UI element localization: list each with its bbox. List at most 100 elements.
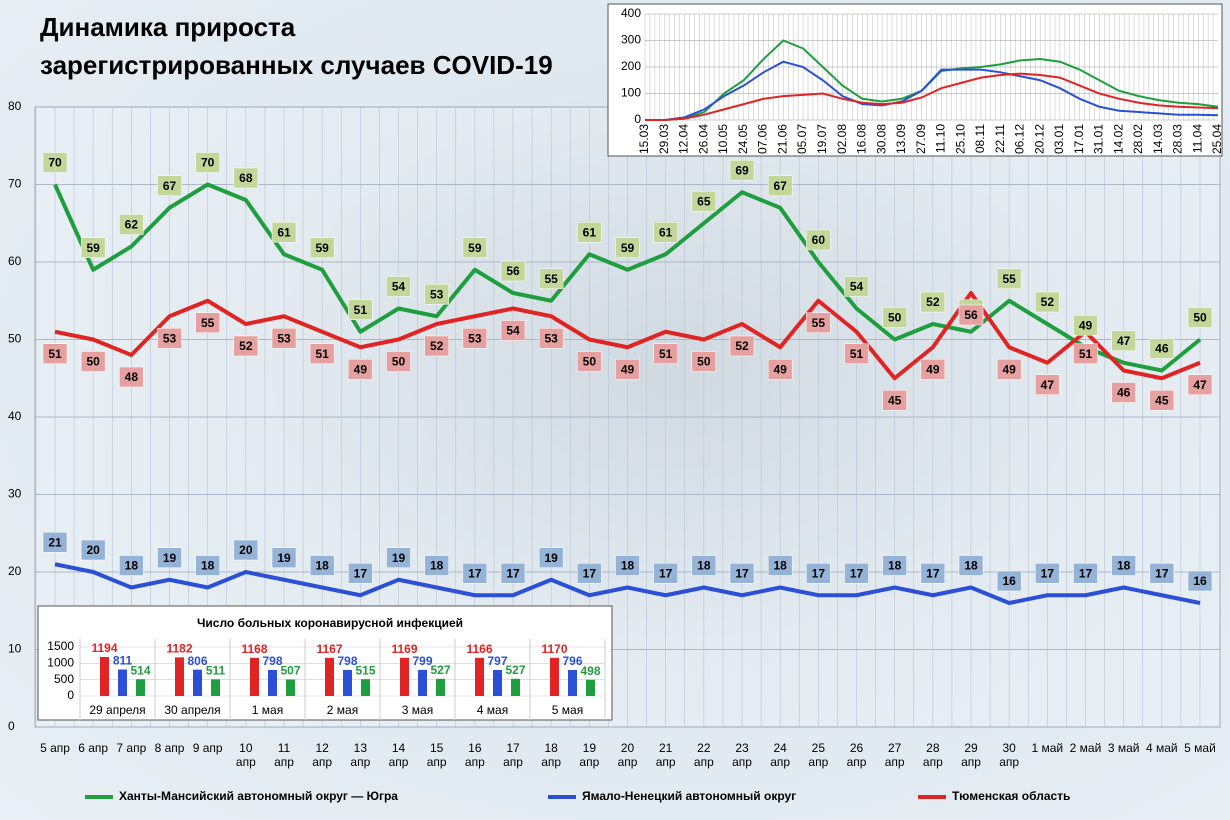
y-tick-label: 400: [621, 6, 641, 20]
label-box: [80, 539, 106, 561]
bar: [586, 679, 595, 696]
data-label: 56: [964, 308, 978, 322]
bar: [400, 657, 409, 696]
label-box: [195, 312, 220, 333]
x-tick-label: 5 мая: [552, 703, 583, 717]
data-label: 17: [850, 566, 864, 580]
x-tick-label: 02.08: [835, 124, 849, 154]
data-label: 46: [1117, 386, 1131, 400]
x-tick-label: 30 апр: [999, 741, 1020, 769]
x-tick-label: 03.01: [1052, 124, 1066, 154]
data-label: 59: [468, 241, 482, 255]
data-label: 806: [187, 654, 207, 668]
data-label: 55: [812, 316, 826, 330]
label-box: [195, 555, 220, 576]
label-box: [1035, 563, 1060, 584]
data-label: 1167: [316, 642, 342, 656]
label-box: [500, 563, 526, 584]
chart-title: Динамика прироста зарегистрированных слу…: [40, 12, 553, 80]
x-tick-label: 1 мая: [252, 703, 283, 717]
y-tick-label: 10: [8, 642, 22, 656]
data-label: 52: [239, 339, 253, 353]
data-label: 62: [125, 218, 139, 232]
data-label: 45: [1155, 393, 1169, 407]
label-box: [80, 351, 106, 372]
label-box: [767, 175, 793, 196]
x-tick-label: 29 апр: [961, 741, 981, 769]
x-tick-label: 19 апр: [579, 741, 600, 769]
label-box: [653, 343, 678, 364]
bar: [286, 679, 295, 696]
data-label: 51: [315, 347, 329, 361]
label-box: [424, 284, 449, 305]
x-tick-label: 11.04: [1190, 124, 1204, 153]
data-label: 67: [163, 179, 177, 193]
x-tick-label: 06.12: [1013, 124, 1027, 154]
label-box: [462, 563, 488, 584]
bar: [175, 657, 184, 696]
x-tick-label: 15.03: [637, 124, 651, 154]
label-box: [1187, 570, 1213, 592]
data-label: 45: [888, 393, 902, 407]
data-label: 61: [277, 225, 291, 239]
data-label: 514: [130, 663, 150, 677]
data-label: 1170: [541, 642, 567, 656]
data-label: 18: [888, 559, 902, 573]
x-tick-label: 1 май: [1031, 741, 1064, 755]
data-label: 49: [926, 362, 940, 376]
y-tick-label: 0: [8, 719, 15, 733]
data-label: 797: [487, 654, 507, 668]
label-box: [806, 312, 831, 333]
label-box: [42, 343, 68, 364]
x-tick-label: 11.10: [934, 124, 948, 153]
data-label: 527: [505, 663, 525, 677]
label-box: [1073, 563, 1098, 584]
data-label: 59: [315, 241, 329, 255]
x-tick-label: 10.05: [716, 124, 730, 154]
label-box: [500, 320, 526, 341]
data-label: 1169: [391, 642, 417, 656]
label-box: [1111, 555, 1136, 576]
data-label: 47: [1193, 378, 1207, 392]
data-label: 19: [163, 551, 177, 565]
x-tick-label: 13 апр: [350, 741, 371, 769]
label-box: [80, 237, 106, 258]
label-box: [958, 304, 984, 326]
data-label: 48: [125, 370, 139, 384]
label-box: [691, 191, 717, 212]
data-label: 65: [697, 194, 711, 208]
data-label: 69: [735, 163, 749, 177]
data-label: 17: [926, 566, 940, 580]
bar: [418, 669, 427, 696]
x-tick-label: 16.08: [855, 124, 869, 154]
label-box: [538, 268, 564, 289]
label-box: [767, 555, 793, 576]
x-tick-label: 26 апр: [846, 741, 867, 769]
data-label: 515: [355, 663, 375, 677]
data-label: 70: [201, 156, 215, 170]
data-label: 54: [850, 280, 864, 294]
bar: [475, 657, 484, 696]
y-tick-label: 60: [8, 254, 22, 268]
data-label: 50: [583, 355, 597, 369]
x-tick-label: 25.10: [953, 124, 967, 154]
x-tick-label: 28.03: [1171, 124, 1185, 154]
data-label: 20: [86, 543, 100, 557]
label-box: [577, 222, 602, 243]
x-tick-label: 18 апр: [541, 741, 562, 769]
data-label: 798: [337, 654, 357, 668]
data-label: 53: [430, 287, 444, 301]
x-tick-label: 3 мая: [402, 703, 433, 717]
label-box: [577, 351, 602, 372]
data-label: 68: [239, 171, 253, 185]
inset-frame: [607, 3, 1223, 157]
label-box: [577, 563, 602, 584]
legend-label: Ханты-Мансийский автономный округ — Югра: [119, 789, 398, 803]
label-box: [882, 307, 907, 328]
label-box: [615, 359, 640, 380]
bar: [250, 657, 259, 696]
data-label: 18: [315, 559, 329, 573]
data-label: 798: [262, 654, 282, 668]
y-tick-label: 200: [621, 59, 641, 73]
label-box: [1149, 338, 1175, 359]
